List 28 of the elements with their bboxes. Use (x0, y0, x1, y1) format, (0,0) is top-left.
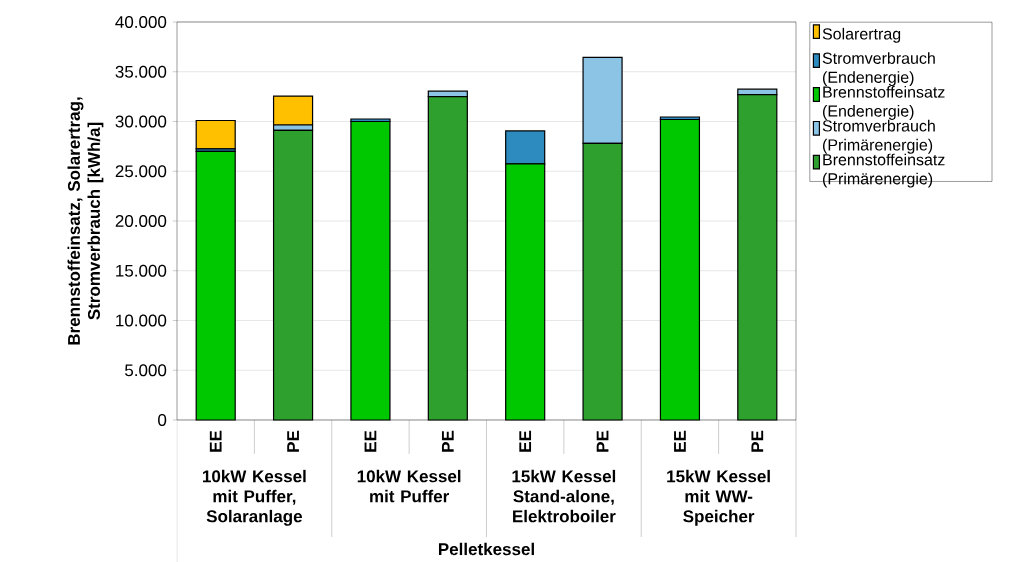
x-tick-label: PE (751, 430, 764, 452)
y-tick-label: 0 (158, 413, 167, 427)
legend-label: Brennstoffeinsatz (Primärenergie) (823, 153, 945, 188)
y-tick-label: 5.000 (125, 364, 167, 377)
x-tick-label: PE (596, 430, 609, 452)
x-tick-label: EE (674, 430, 686, 452)
y-tick-label: 35.000 (115, 65, 167, 78)
text: 10kW Kessel mit Puffer, Solaranlage (203, 469, 306, 526)
x-tick-label: EE (519, 430, 532, 452)
y-tick-label: 10.000 (116, 314, 167, 327)
x-tick-label: PE (441, 430, 454, 452)
y-axis-title: Brennstoffeinsatz, Solarertrag, Stromverbrauch [kWh/a] (67, 97, 104, 345)
y-tick-label: 20.000 (115, 214, 167, 228)
y-tick-label: 30.000 (115, 115, 167, 128)
y-tick-label: 40.000 (115, 15, 167, 29)
x-tick-label: EE (209, 430, 222, 452)
legend-label: Stromverbrauch (Endenergie) (822, 52, 935, 87)
legend-label: Solarertrag (822, 27, 901, 43)
text: Pelletkessel (438, 542, 534, 556)
x-tick-label: PE (287, 430, 299, 452)
x-tick-label: EE (364, 430, 377, 452)
y-tick-label: 15.000 (116, 264, 167, 277)
y-tick-label: 25.000 (115, 165, 167, 178)
text: 15kW Kessel mit WW-Speicher (667, 469, 770, 526)
legend-label: Stromverbrauch (Primärenergie) (822, 119, 935, 154)
text: 15kW Kessel Stand-alone, Elektroboiler (512, 469, 616, 523)
text: 10kW Kessel mit Puffer (357, 469, 461, 503)
legend-label: Brennstoffeinsatz (Endenergie) (823, 85, 945, 120)
